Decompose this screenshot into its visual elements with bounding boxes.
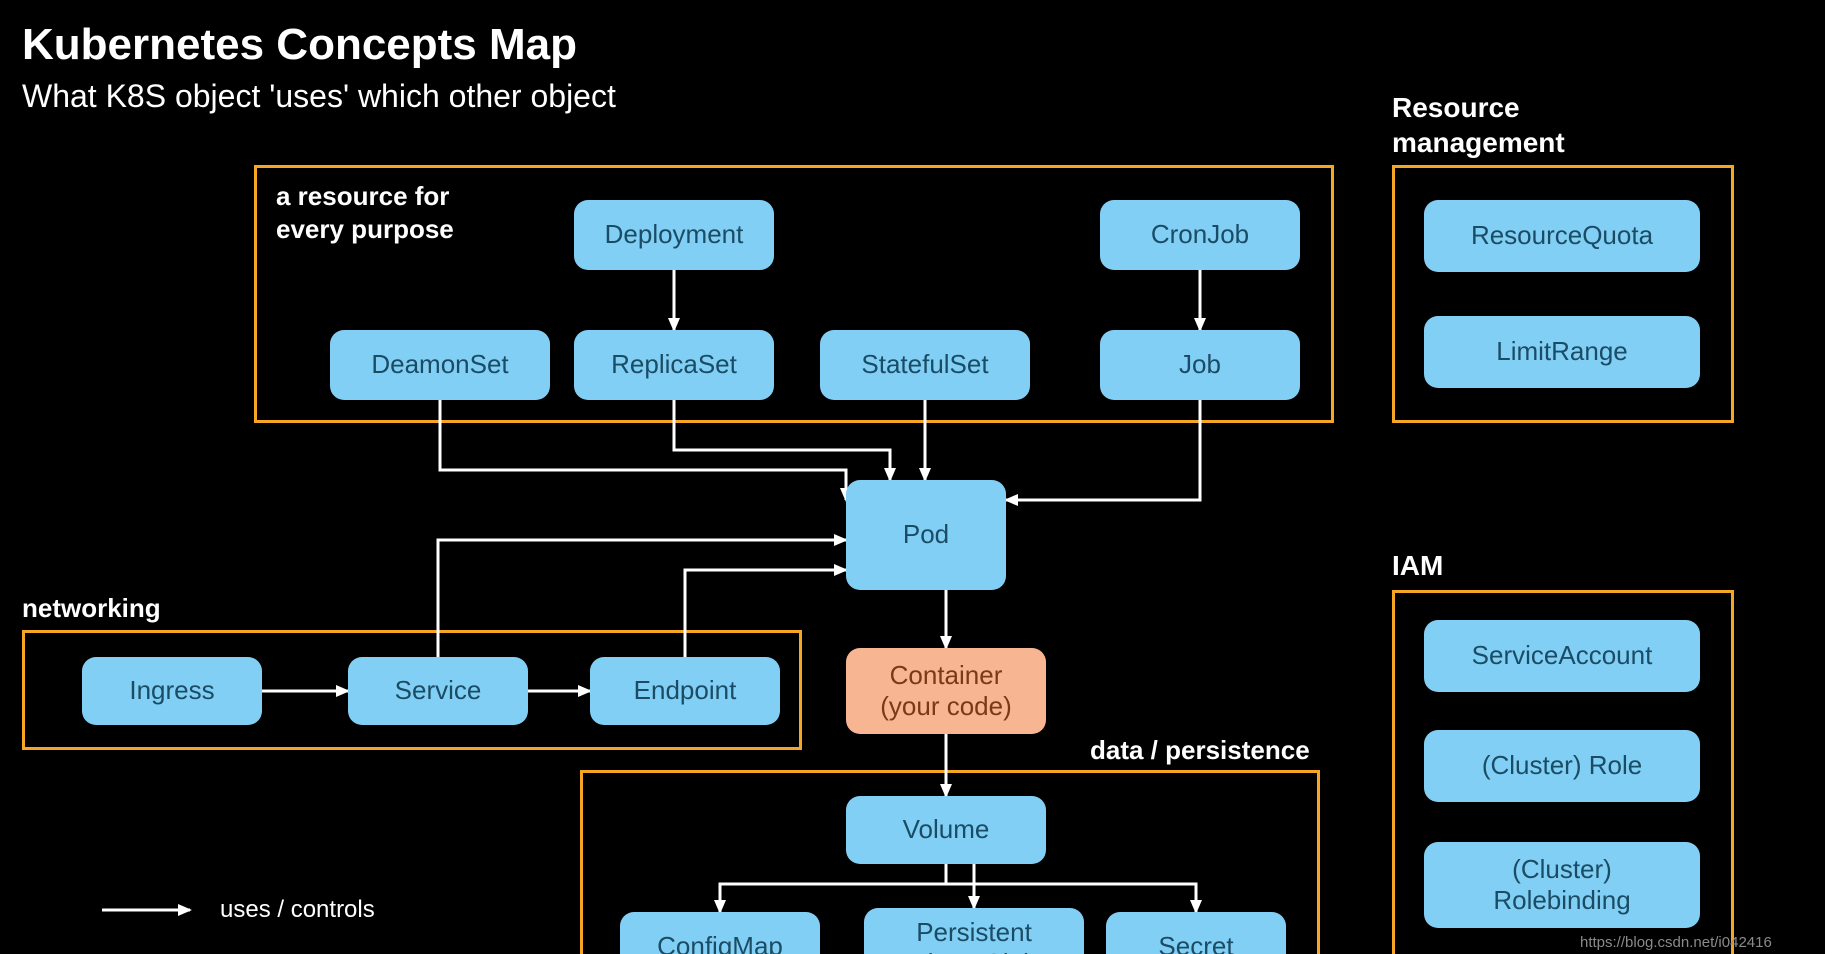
watermark: https://blog.csdn.net/i042416: [1580, 934, 1772, 951]
node-service: Service: [348, 657, 528, 725]
group-resource-mgmt-label: Resourcemanagement: [1392, 90, 1565, 160]
page-title: Kubernetes Concepts Map: [22, 20, 577, 70]
diagram-stage: { "title": { "text": "Kubernetes Concept…: [0, 0, 1825, 954]
node-pvc: PersistentVolumeClaim: [864, 908, 1084, 954]
group-networking-label: networking: [22, 592, 161, 625]
group-iam-label: IAM: [1392, 548, 1443, 583]
node-statefulset: StatefulSet: [820, 330, 1030, 400]
node-ingress: Ingress: [82, 657, 262, 725]
page-subtitle: What K8S object 'uses' which other objec…: [22, 78, 616, 115]
node-pod: Pod: [846, 480, 1006, 590]
legend: uses / controls: [100, 896, 375, 924]
node-secret: Secret: [1106, 912, 1286, 954]
group-persistence-label: data / persistence: [1090, 734, 1310, 767]
legend-label: uses / controls: [220, 896, 375, 924]
node-limitrange: LimitRange: [1424, 316, 1700, 388]
node-daemonset: DeamonSet: [330, 330, 550, 400]
node-cronjob: CronJob: [1100, 200, 1300, 270]
group-purpose-label: a resource forevery purpose: [276, 180, 454, 245]
node-serviceaccount: ServiceAccount: [1424, 620, 1700, 692]
node-clusterrole: (Cluster) Role: [1424, 730, 1700, 802]
node-replicaset: ReplicaSet: [574, 330, 774, 400]
node-deployment: Deployment: [574, 200, 774, 270]
node-container: Container(your code): [846, 648, 1046, 734]
node-configmap: ConfigMap: [620, 912, 820, 954]
node-rolebinding: (Cluster)Rolebinding: [1424, 842, 1700, 928]
node-volume: Volume: [846, 796, 1046, 864]
node-resourcequota: ResourceQuota: [1424, 200, 1700, 272]
node-job: Job: [1100, 330, 1300, 400]
node-endpoint: Endpoint: [590, 657, 780, 725]
